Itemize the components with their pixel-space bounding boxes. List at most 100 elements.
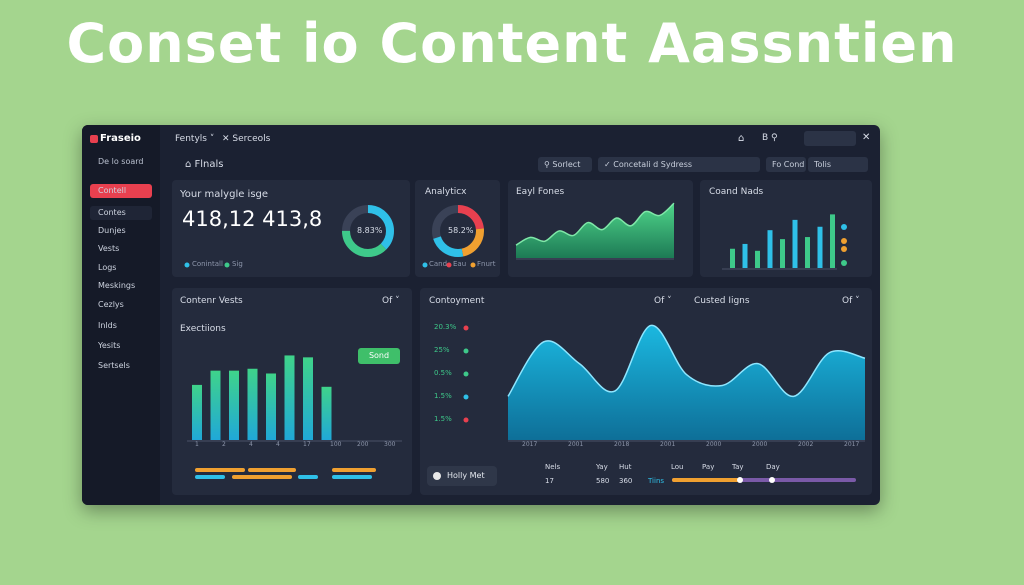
logo: Fraseio bbox=[100, 133, 141, 144]
bar bbox=[730, 248, 735, 268]
sidebar-item[interactable]: Contes bbox=[90, 206, 152, 220]
bar bbox=[192, 384, 202, 440]
card-title: Eayl Fones bbox=[516, 187, 565, 197]
sidebar-item[interactable]: Dunjes bbox=[98, 226, 126, 235]
top-search[interactable] bbox=[804, 131, 856, 146]
sidebar-item[interactable]: Logs bbox=[98, 263, 117, 272]
table-cell: 360 bbox=[619, 477, 633, 485]
donut-arc bbox=[342, 205, 394, 257]
x-tick-label: 17 bbox=[303, 441, 311, 448]
bar bbox=[229, 370, 239, 440]
logo-icon bbox=[90, 135, 98, 143]
bar bbox=[780, 239, 785, 268]
bar bbox=[742, 243, 748, 268]
donut-arc bbox=[432, 205, 484, 257]
card-title: Coand Nads bbox=[709, 187, 764, 197]
icon[interactable]: B ⚲ bbox=[762, 133, 778, 143]
kpi-value: 418,12 413,8 bbox=[182, 207, 323, 231]
close-icon[interactable]: ✕ bbox=[862, 132, 871, 143]
rate-dot bbox=[463, 394, 469, 400]
bar bbox=[755, 250, 760, 268]
legend-dot bbox=[841, 246, 847, 252]
icon[interactable]: ⌂ bbox=[738, 133, 745, 144]
table-header: Day bbox=[766, 463, 780, 471]
table-header: Tay bbox=[732, 463, 744, 471]
card-subtitle: Exectiions bbox=[180, 324, 226, 334]
bar bbox=[805, 237, 810, 268]
table-cell: 580 bbox=[596, 477, 610, 485]
legend-label: Cand bbox=[429, 260, 448, 268]
bar bbox=[284, 355, 295, 440]
progress-knob bbox=[737, 477, 743, 483]
bar bbox=[321, 386, 332, 440]
timeline-bar bbox=[332, 468, 376, 472]
timeline-bar bbox=[298, 475, 318, 479]
area bbox=[516, 203, 674, 258]
dropdown[interactable]: Of ˅ bbox=[382, 296, 400, 306]
bar bbox=[830, 214, 835, 268]
x-tick-label: 1 bbox=[195, 441, 199, 448]
area-line bbox=[507, 324, 866, 398]
dropdown[interactable]: Of ˅ bbox=[842, 296, 860, 306]
bar bbox=[247, 368, 258, 440]
rate-dot bbox=[463, 417, 469, 423]
card-title: Contoyment bbox=[429, 296, 485, 306]
sidebar-item[interactable]: Yesits bbox=[98, 341, 121, 350]
card-title: Custed Iigns bbox=[694, 296, 750, 306]
bar bbox=[767, 230, 773, 268]
x-tick-label: 2000 bbox=[752, 441, 768, 448]
dropdown[interactable]: Of ˅ bbox=[654, 296, 672, 306]
x-tick-label: 200 bbox=[357, 441, 369, 448]
sidebar-item[interactable]: Sertsels bbox=[98, 361, 130, 370]
tab[interactable]: ✕ Serceols bbox=[222, 134, 271, 144]
area-line bbox=[515, 202, 675, 246]
sidebar-item[interactable]: Cezlys bbox=[98, 300, 124, 309]
table-header: Pay bbox=[702, 463, 715, 471]
tools-box[interactable]: Tolis bbox=[808, 157, 868, 172]
sidebar-item[interactable]: Meskings bbox=[98, 281, 136, 290]
sidebar-item[interactable]: Inlds bbox=[98, 321, 117, 330]
sort-box[interactable]: Fo Cond bbox=[766, 157, 806, 172]
filter-box[interactable]: ✓ Concetali d Sydress bbox=[598, 157, 760, 172]
legend-label: Fnurt bbox=[477, 260, 496, 268]
x-tick-label: 2000 bbox=[706, 441, 722, 448]
timeline-bar bbox=[232, 475, 292, 479]
x-tick-label: 2 bbox=[222, 441, 226, 448]
x-tick-label: 2001 bbox=[568, 441, 584, 448]
legend-label: Conintall bbox=[192, 260, 223, 268]
x-tick-label: 2017 bbox=[844, 441, 860, 448]
x-tick-label: 2018 bbox=[614, 441, 630, 448]
sidebar-item[interactable]: Contell bbox=[90, 184, 152, 198]
donut-arc bbox=[432, 205, 484, 257]
legend-label: Eau bbox=[453, 260, 467, 268]
send-button[interactable]: Sond bbox=[358, 348, 400, 364]
bar bbox=[303, 357, 313, 440]
bar bbox=[210, 370, 221, 440]
table-header: Nels bbox=[545, 463, 561, 471]
table-cell: 17 bbox=[545, 477, 554, 485]
x-tick-label: 300 bbox=[384, 441, 396, 448]
badge[interactable]: Holly Met bbox=[427, 466, 497, 486]
section-title: ⌂ Flnals bbox=[185, 159, 224, 170]
donut-label: 58.2% bbox=[448, 226, 474, 235]
search-box[interactable]: ⚲ Sorlect bbox=[538, 157, 592, 172]
card-title: Contenr Vests bbox=[180, 296, 243, 306]
x-tick-label: 2001 bbox=[660, 441, 676, 448]
x-tick-label: 4 bbox=[276, 441, 280, 448]
sidebar-item[interactable]: Vests bbox=[98, 244, 120, 253]
tab[interactable]: Fentyls ˅ bbox=[175, 134, 215, 144]
legend-dot bbox=[841, 238, 847, 244]
x-tick-label: 4 bbox=[249, 441, 253, 448]
legend-dot bbox=[184, 262, 190, 268]
card bbox=[415, 180, 500, 277]
legend-dot bbox=[224, 262, 230, 268]
sidebar-subtitle: De lo soard bbox=[98, 157, 144, 166]
area bbox=[508, 325, 865, 440]
legend-dot bbox=[470, 262, 476, 268]
card-title: Your malygle isge bbox=[180, 189, 269, 200]
card bbox=[172, 180, 410, 277]
rate-dot bbox=[463, 325, 469, 331]
legend-dot bbox=[422, 262, 428, 268]
rate-label: 0.5% bbox=[434, 369, 452, 377]
